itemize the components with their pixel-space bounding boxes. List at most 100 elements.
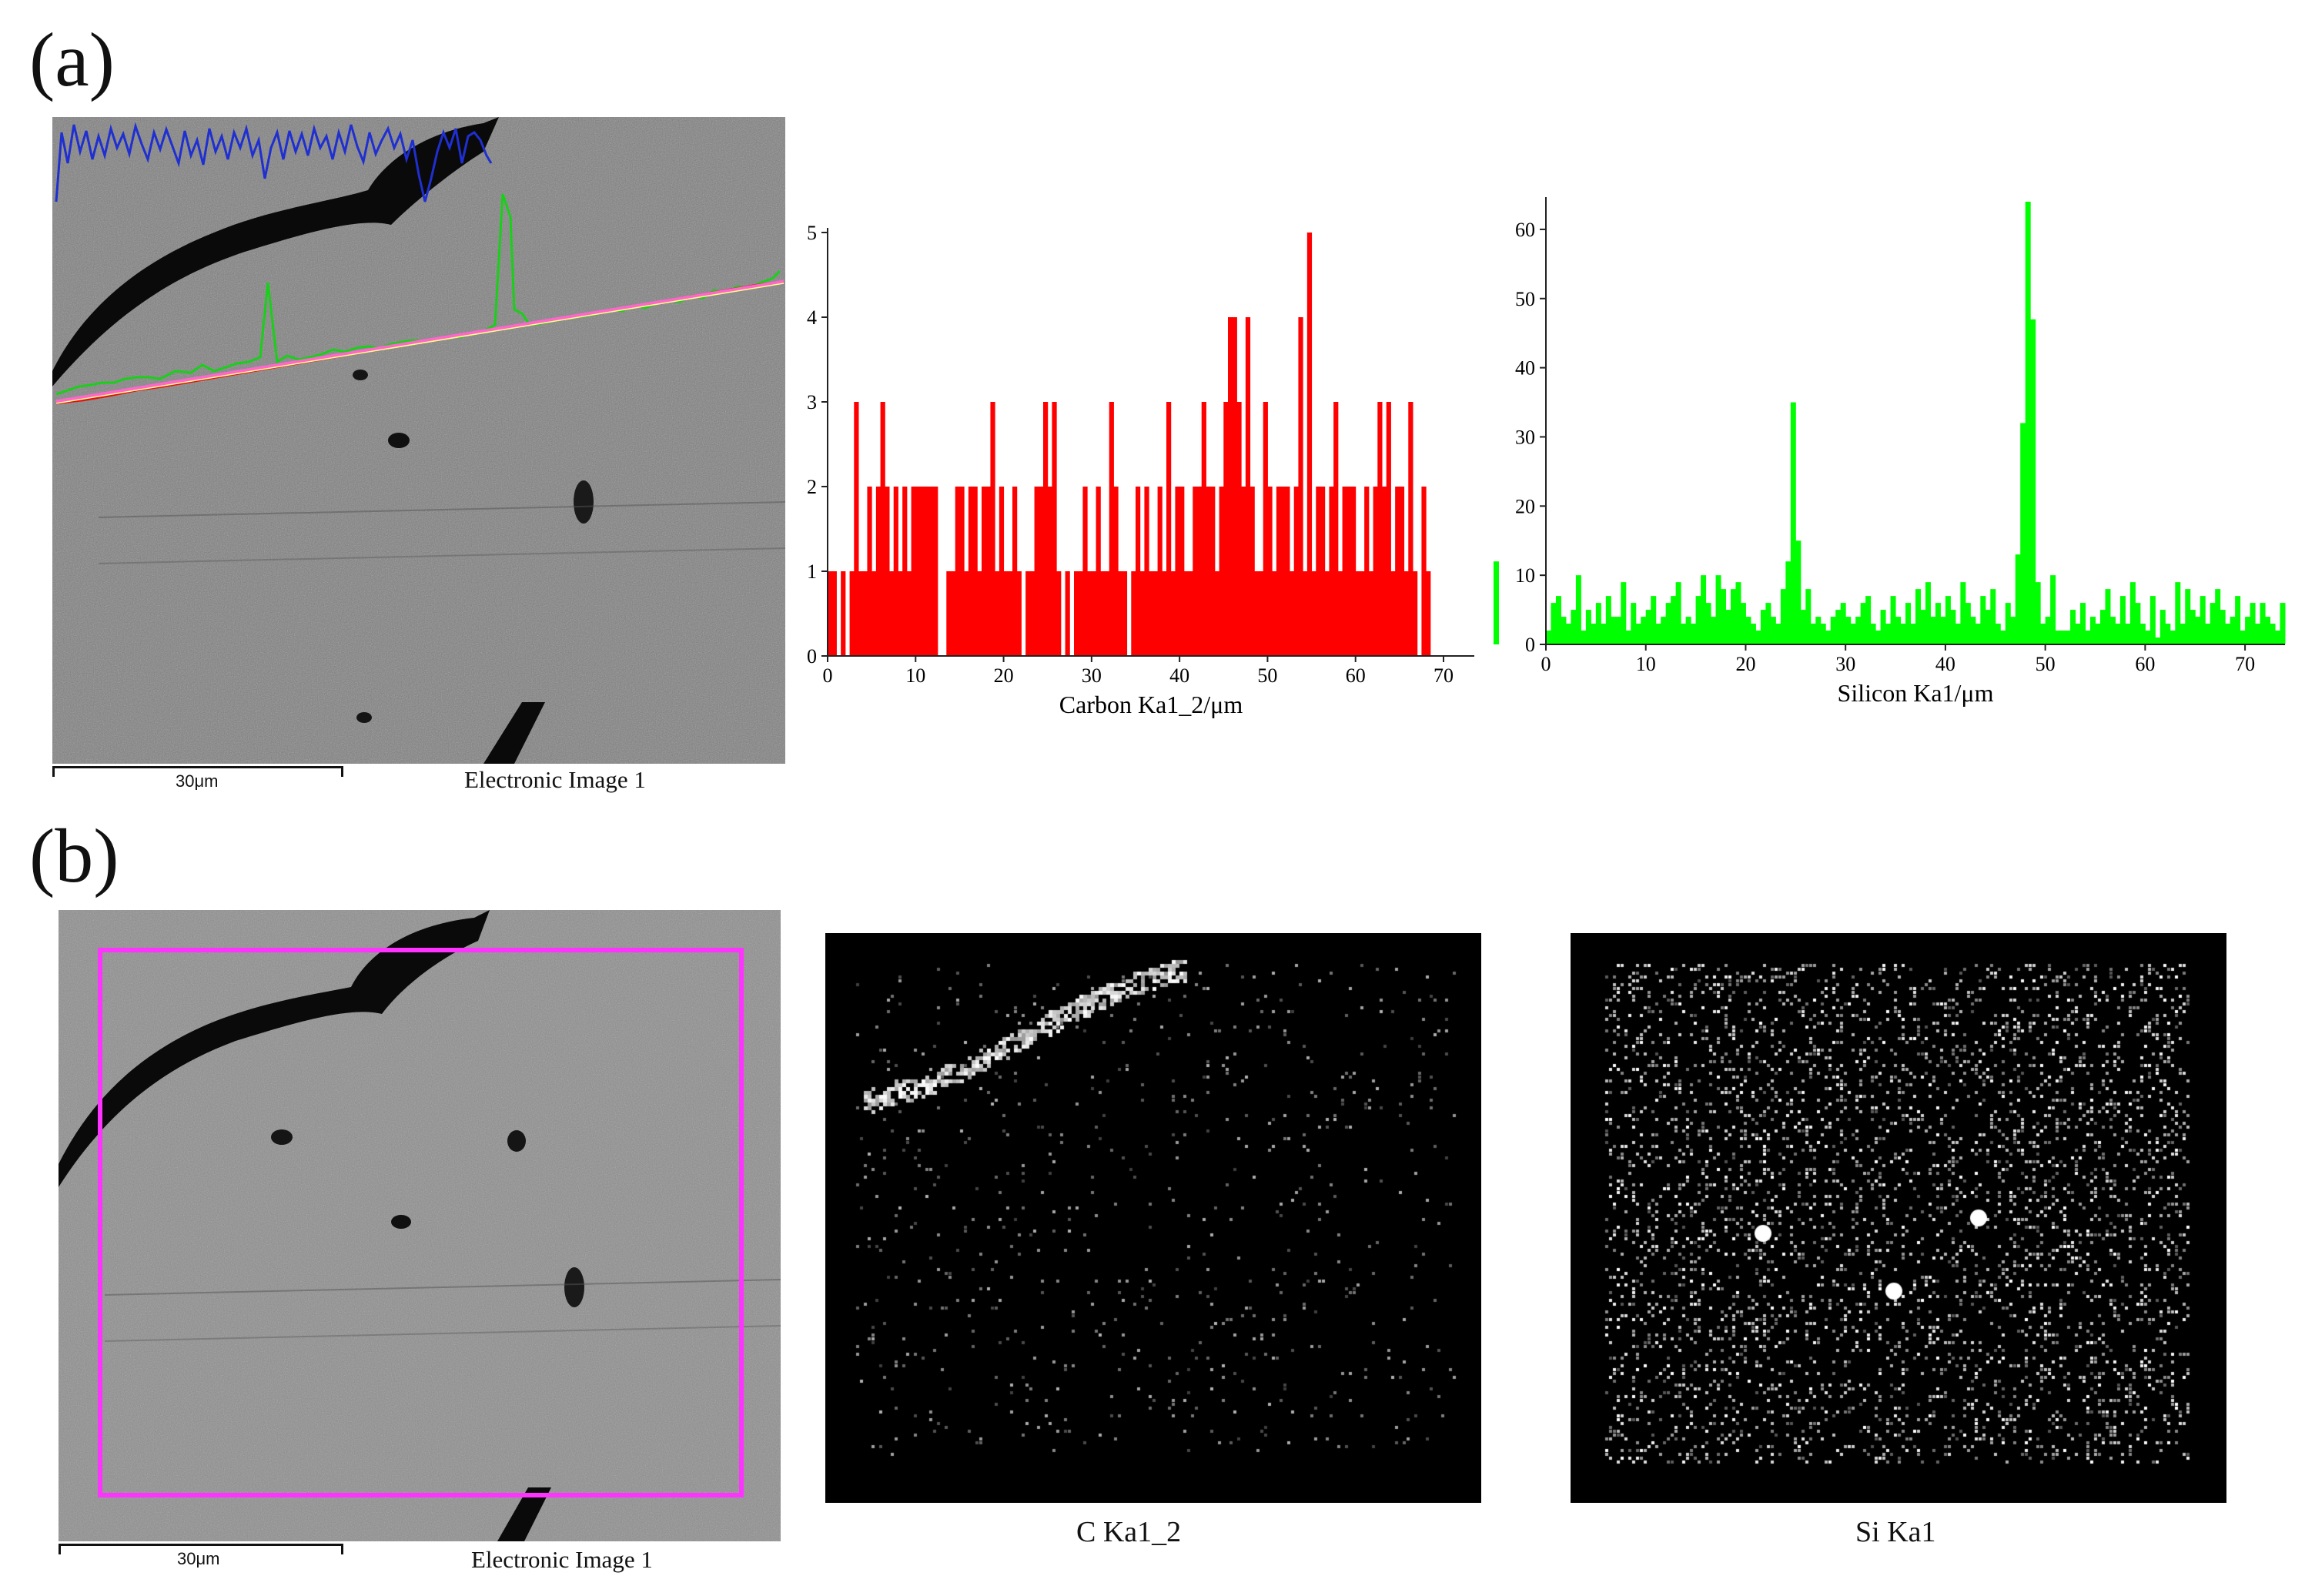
carbon-bar: [1149, 571, 1154, 656]
silicon-bar: [1865, 596, 1872, 644]
silicon-bar: [1910, 624, 1916, 644]
silicon-bar: [2040, 624, 2046, 644]
carbon-y-tick-label: 3: [807, 391, 817, 413]
silicon-bar: [1835, 610, 1842, 644]
silicon-y-tick-label: 10: [1515, 564, 1535, 587]
silicon-bar: [2215, 589, 2221, 644]
carbon-bar: [1360, 571, 1365, 656]
carbon-bar: [1333, 402, 1339, 656]
carbon-bar: [995, 571, 1000, 656]
silicon-bar: [2180, 624, 2186, 644]
silicon-bar: [1641, 617, 1647, 644]
silicon-bar: [1565, 624, 1571, 644]
silicon-bar: [2260, 603, 2266, 644]
carbon-bar: [1290, 571, 1295, 656]
sem-image-a: [52, 117, 785, 764]
silicon-bar: [2010, 617, 2016, 644]
carbon-bar: [1131, 571, 1136, 656]
carbon-bar: [867, 487, 872, 656]
silicon-bar: [2055, 631, 2061, 644]
carbon-bar: [1043, 402, 1049, 656]
silicon-bar: [2065, 631, 2071, 644]
carbon-y-tick-label: 5: [807, 222, 817, 244]
carbon-bar: [1223, 402, 1229, 656]
carbon-bar: [1008, 571, 1013, 656]
sem-image-a-svg: [52, 117, 785, 764]
silicon-bar: [1581, 631, 1587, 644]
carbon-bar: [1241, 487, 1246, 656]
carbon-bar: [964, 571, 969, 656]
silicon-bar: [2170, 631, 2176, 644]
scale-bar-a-label: 30μm: [176, 771, 219, 791]
silicon-bar: [1695, 596, 1701, 644]
carbon-x-tick-label: 40: [1169, 664, 1189, 687]
carbon-bar: [1078, 571, 1083, 656]
silicon-bar: [1635, 624, 1641, 644]
carbon-bar: [858, 571, 864, 656]
carbon-bar: [1105, 571, 1110, 656]
silicon-y-tick-label: 20: [1515, 495, 1535, 517]
silicon-bar: [2145, 631, 2151, 644]
silicon-bar: [2025, 202, 2031, 644]
carbon-bar: [1303, 571, 1308, 656]
carbon-bar: [1016, 571, 1022, 656]
carbon-bar: [1136, 487, 1141, 656]
blue-profile-line: [55, 122, 493, 202]
carbon-bar: [862, 571, 868, 656]
carbon-map-caption: C Ka1_2: [1076, 1516, 1182, 1548]
sem-image-b-caption: Electronic Image 1: [471, 1546, 653, 1573]
silicon-bar: [1671, 596, 1677, 644]
silicon-bar: [2159, 610, 2166, 644]
silicon-x-tick-label: 50: [2036, 653, 2056, 675]
silicon-bar: [1800, 610, 1806, 644]
carbon-bar: [1254, 571, 1260, 656]
carbon-bar: [1311, 571, 1316, 656]
silicon-bar: [1685, 617, 1691, 644]
silicon-bar: [1810, 624, 1816, 644]
carbon-bar: [1139, 571, 1145, 656]
crack: [59, 910, 490, 1187]
silicon-bar: [2250, 603, 2256, 644]
silicon-bar: [1925, 582, 1931, 644]
silicon-bar: [1855, 617, 1862, 644]
carbon-bar: [1118, 571, 1123, 656]
silicon-bar: [1561, 617, 1567, 644]
silicon-bar: [1890, 596, 1896, 644]
carbon-bar: [928, 487, 934, 656]
silicon-bar: [1990, 589, 1996, 644]
silicon-bar: [1840, 603, 1846, 644]
carbon-bar: [1298, 317, 1303, 656]
silicon-bar: [1850, 624, 1856, 644]
carbon-bar: [968, 487, 974, 656]
silicon-bar: [1820, 624, 1826, 644]
carbon-y-tick-label: 4: [807, 306, 817, 329]
carbon-bar: [982, 487, 987, 656]
carbon-bar: [1144, 487, 1149, 656]
carbon-bar: [1091, 571, 1097, 656]
carbon-y-tick-label: 1: [807, 560, 817, 583]
carbon-bar: [841, 571, 846, 656]
carbon-bar: [1179, 487, 1185, 656]
carbon-bar: [1157, 487, 1163, 656]
silicon-bar: [1970, 617, 1976, 644]
carbon-bar: [1421, 487, 1427, 656]
carbon-bar: [959, 487, 965, 656]
carbon-bar: [1342, 487, 1347, 656]
silicon-bar: [1675, 582, 1681, 644]
silicon-bar: [2070, 610, 2076, 644]
carbon-bar: [1152, 571, 1159, 656]
silicon-y-tick-label: 40: [1515, 357, 1535, 380]
silicon-bar: [1775, 624, 1781, 644]
carbon-bar: [1347, 487, 1352, 656]
silicon-x-tick-label: 30: [1835, 653, 1855, 675]
silicon-bar: [1940, 617, 1946, 644]
carbon-bar: [1100, 571, 1106, 656]
silicon-bar: [1651, 596, 1657, 644]
carbon-bar: [1052, 402, 1057, 656]
silicon-bar: [1691, 624, 1697, 644]
panel-a-label: (a): [29, 17, 115, 102]
silicon-element-map-canvas: [1571, 933, 2226, 1503]
carbon-bar: [1263, 402, 1268, 656]
silicon-bar: [1870, 624, 1876, 644]
silicon-y-tick-label: 60: [1515, 219, 1535, 241]
